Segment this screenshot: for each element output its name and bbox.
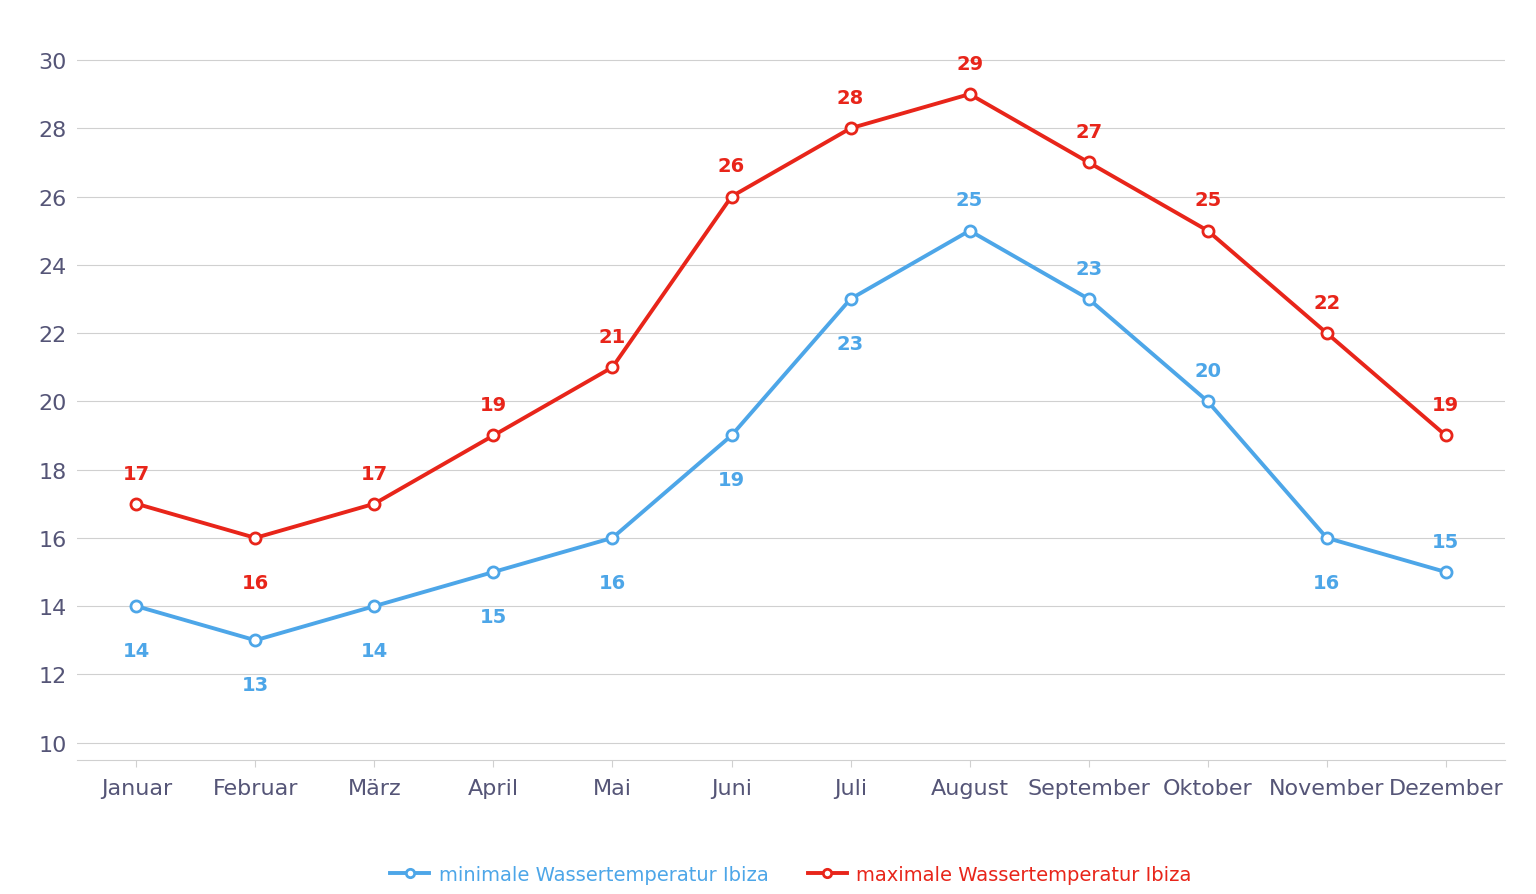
Text: 13: 13 (241, 675, 269, 695)
Text: 14: 14 (361, 641, 389, 661)
Text: 16: 16 (1313, 573, 1341, 592)
Text: 28: 28 (837, 89, 865, 108)
minimale Wassertemperatur Ibiza (484, 567, 502, 578)
Text: 17: 17 (361, 464, 389, 483)
Text: 16: 16 (241, 573, 269, 592)
Text: 27: 27 (1075, 123, 1103, 142)
Text: 25: 25 (1193, 191, 1221, 210)
minimale Wassertemperatur Ibiza (604, 533, 622, 544)
Text: 15: 15 (479, 607, 507, 626)
minimale Wassertemperatur Ibiza (1318, 533, 1336, 544)
Text: 19: 19 (1432, 396, 1459, 415)
maximale Wassertemperatur Ibiza (604, 362, 622, 373)
maximale Wassertemperatur Ibiza (722, 192, 740, 203)
Text: 21: 21 (599, 327, 627, 347)
maximale Wassertemperatur Ibiza (1080, 158, 1098, 169)
Text: 26: 26 (717, 157, 745, 176)
maximale Wassertemperatur Ibiza (366, 499, 384, 510)
maximale Wassertemperatur Ibiza (1436, 431, 1455, 442)
minimale Wassertemperatur Ibiza (1198, 397, 1217, 408)
Legend: minimale Wassertemperatur Ibiza, maximale Wassertemperatur Ibiza: minimale Wassertemperatur Ibiza, maximal… (382, 857, 1200, 892)
maximale Wassertemperatur Ibiza (246, 533, 264, 544)
minimale Wassertemperatur Ibiza (127, 601, 146, 611)
Line: minimale Wassertemperatur Ibiza: minimale Wassertemperatur Ibiza (131, 226, 1452, 646)
Text: 20: 20 (1193, 362, 1221, 381)
maximale Wassertemperatur Ibiza (484, 431, 502, 442)
Text: 16: 16 (599, 573, 627, 592)
maximale Wassertemperatur Ibiza (960, 89, 978, 100)
minimale Wassertemperatur Ibiza (366, 601, 384, 611)
Text: 14: 14 (123, 641, 151, 661)
Text: 19: 19 (717, 471, 745, 490)
minimale Wassertemperatur Ibiza (842, 294, 860, 305)
maximale Wassertemperatur Ibiza (842, 123, 860, 134)
minimale Wassertemperatur Ibiza (1080, 294, 1098, 305)
maximale Wassertemperatur Ibiza (1198, 226, 1217, 237)
Text: 22: 22 (1313, 293, 1341, 313)
Text: 23: 23 (837, 334, 865, 353)
Text: 23: 23 (1075, 259, 1103, 278)
maximale Wassertemperatur Ibiza (127, 499, 146, 510)
minimale Wassertemperatur Ibiza (722, 431, 740, 442)
Text: 15: 15 (1432, 532, 1459, 552)
Text: 29: 29 (955, 55, 983, 74)
minimale Wassertemperatur Ibiza (246, 636, 264, 646)
Text: 17: 17 (123, 464, 151, 483)
Line: maximale Wassertemperatur Ibiza: maximale Wassertemperatur Ibiza (131, 89, 1452, 544)
maximale Wassertemperatur Ibiza (1318, 328, 1336, 339)
Text: 25: 25 (955, 191, 983, 210)
minimale Wassertemperatur Ibiza (960, 226, 978, 237)
minimale Wassertemperatur Ibiza (1436, 567, 1455, 578)
Text: 19: 19 (479, 396, 507, 415)
